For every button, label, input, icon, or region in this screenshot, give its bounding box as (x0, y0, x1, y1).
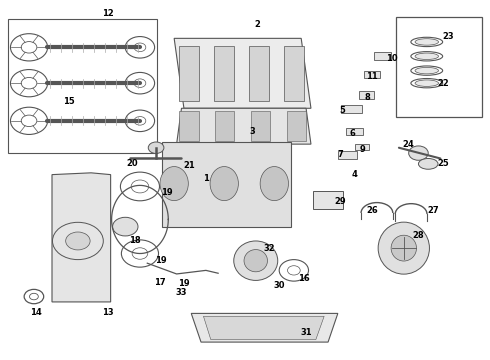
Text: 15: 15 (63, 96, 75, 105)
Text: 8: 8 (364, 93, 370, 102)
Bar (179, 111, 198, 141)
Ellipse shape (415, 39, 439, 45)
Bar (396, 17, 482, 117)
Ellipse shape (210, 167, 239, 201)
Text: 22: 22 (437, 79, 449, 88)
Text: 6: 6 (349, 129, 355, 138)
Text: 3: 3 (249, 127, 255, 136)
Text: 18: 18 (129, 237, 141, 246)
Bar (364, 71, 380, 78)
Text: 17: 17 (154, 278, 165, 287)
Polygon shape (191, 314, 338, 342)
Bar (346, 128, 364, 135)
Text: 16: 16 (298, 274, 310, 283)
Text: 12: 12 (102, 9, 114, 18)
Ellipse shape (244, 249, 268, 272)
Text: 33: 33 (176, 288, 187, 297)
Bar (249, 45, 269, 101)
Text: 27: 27 (427, 206, 439, 215)
Circle shape (66, 232, 90, 250)
Text: 30: 30 (273, 281, 285, 290)
Text: 10: 10 (386, 54, 397, 63)
Circle shape (409, 146, 428, 160)
Polygon shape (203, 316, 324, 339)
Text: 14: 14 (30, 308, 42, 317)
Text: 19: 19 (155, 256, 167, 265)
Text: 29: 29 (335, 197, 346, 206)
Ellipse shape (415, 67, 439, 74)
Circle shape (113, 217, 138, 236)
Polygon shape (174, 39, 311, 108)
Text: 13: 13 (102, 308, 114, 317)
Text: 2: 2 (254, 19, 260, 28)
Text: 11: 11 (366, 72, 378, 81)
Text: 9: 9 (359, 145, 365, 154)
Text: 20: 20 (127, 159, 139, 168)
Text: 26: 26 (366, 206, 378, 215)
Text: 1: 1 (203, 174, 209, 183)
Text: 31: 31 (300, 328, 312, 337)
Bar (341, 105, 362, 113)
Bar (251, 111, 270, 141)
Text: 23: 23 (442, 32, 454, 41)
Bar (374, 52, 392, 60)
Text: 25: 25 (437, 159, 449, 168)
Circle shape (148, 142, 164, 153)
Bar (287, 111, 306, 141)
Text: 19: 19 (178, 279, 190, 288)
Polygon shape (176, 108, 311, 144)
Ellipse shape (418, 158, 438, 169)
Text: 32: 32 (264, 244, 275, 253)
Bar (355, 144, 369, 150)
Ellipse shape (260, 167, 289, 201)
Text: 7: 7 (338, 150, 343, 159)
Ellipse shape (415, 80, 439, 86)
Bar (314, 192, 343, 209)
Ellipse shape (415, 53, 439, 59)
Text: 28: 28 (413, 231, 424, 240)
Bar (179, 45, 198, 101)
Bar (359, 91, 373, 99)
Text: 21: 21 (183, 161, 195, 170)
Ellipse shape (378, 222, 429, 274)
Text: 19: 19 (161, 188, 172, 197)
Bar (215, 111, 234, 141)
Ellipse shape (234, 241, 278, 280)
Bar (162, 142, 292, 226)
Bar (284, 45, 304, 101)
Text: 4: 4 (352, 170, 358, 179)
Polygon shape (52, 173, 111, 302)
Bar (338, 151, 357, 159)
Bar (8, 19, 157, 153)
Bar (214, 45, 234, 101)
Ellipse shape (391, 235, 416, 261)
Ellipse shape (160, 167, 188, 201)
Text: 24: 24 (403, 140, 415, 149)
Text: 5: 5 (340, 105, 345, 114)
